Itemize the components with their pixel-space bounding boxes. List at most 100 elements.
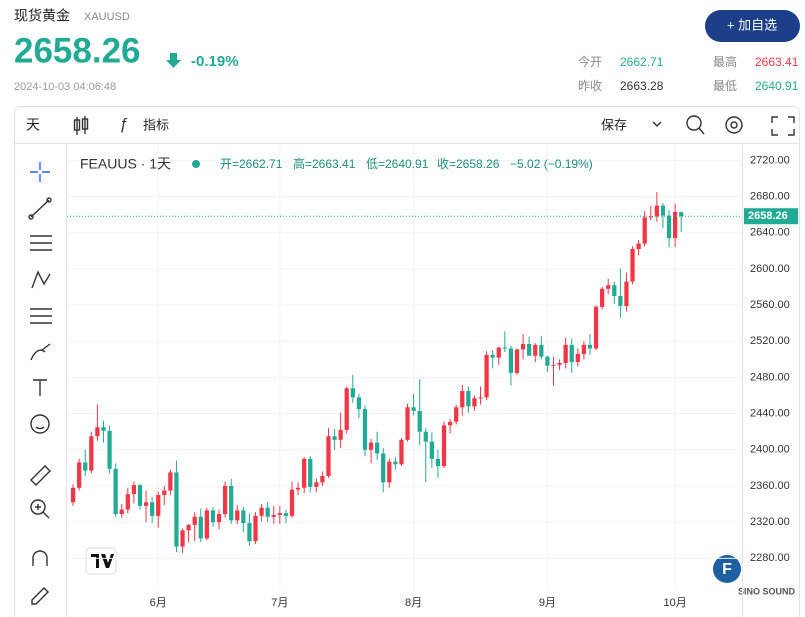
interval[interactable]: 天 [26,117,40,133]
candle-body [289,489,295,516]
save[interactable]: 保存 [601,117,627,132]
chevron[interactable] [652,121,662,127]
indicators[interactable]: 指标 [143,117,169,132]
candle-body [472,398,477,407]
candle-body [107,430,112,469]
candle-body [368,442,374,450]
x-tick-label: 6月 [150,597,167,609]
candle-body [624,281,629,306]
y-tick-label: 2320.00 [750,516,790,528]
candle-body [660,205,666,216]
candle-body [423,431,428,442]
plot: 2280.00 2320.00 2360.00 2400.00 2440.00 2480.… [67,145,798,617]
candle-body [557,362,562,365]
candle-body [575,353,580,363]
chart-panel [14,106,800,617]
candle-body [326,436,331,477]
fx-icon[interactable]: ƒ [119,116,128,133]
x-tick-label: 8月 [405,597,422,609]
tv-logo-mark [91,554,114,568]
watermark: SINO SOUND [738,586,796,596]
candle-icon[interactable] [73,116,89,135]
candle-body [612,285,617,297]
legend-title: FEAUUS · 1天 [80,156,171,172]
y-tick-label: 2280.00 [750,552,790,564]
candle-body [302,458,307,488]
candle-body [137,485,143,506]
candle-body [277,513,282,515]
candle-body [563,344,568,363]
add-button[interactable] [705,10,800,42]
stat-value: 2663.41 [755,55,799,69]
candle-body [393,461,398,465]
legend-item: 高=2663.41 [293,156,356,171]
candle-body [447,421,453,426]
candle-body [466,391,471,407]
fullscreen-icon[interactable] [771,116,795,136]
y-tick-label: 2360.00 [750,480,790,492]
candle-body [186,524,191,531]
candle-body [387,461,392,483]
candle-body [168,472,173,491]
candle-body [533,344,538,356]
candle-body [502,347,507,349]
candle-body [143,502,149,506]
candle-body [618,296,623,306]
candle-body [539,344,544,357]
candle-body [545,356,550,366]
candle-body [490,354,495,358]
candle-body [441,425,447,467]
candle-body [435,458,441,467]
stat-value: 2662.71 [620,55,664,69]
candle-body [411,407,416,411]
candle-body [569,344,574,363]
last-price-box [744,208,798,225]
candle-body [101,427,106,431]
candle-body [484,354,489,398]
candle-body [150,502,155,516]
candle-body [210,510,216,523]
search-icon[interactable] [686,115,705,135]
candle-body [265,507,270,517]
x-tick-label: 9月 [539,597,556,609]
candle-body [654,205,659,217]
candle-body [308,458,313,487]
candle-body [174,472,179,547]
drawing-tools[interactable] [28,162,52,605]
change: -0.19% [191,53,239,70]
candle-body [587,344,593,349]
candle-body [320,476,325,483]
candle-body [253,515,258,542]
candle-body [235,510,240,521]
candle-body [648,216,653,218]
candle-body [417,410,422,432]
candle-body [636,243,641,250]
candle-body [162,490,167,496]
candle-body [399,439,404,465]
candle-body [198,516,203,539]
down-arrow [166,53,181,68]
settings-icon[interactable] [725,116,743,134]
candle-body [514,349,520,373]
legend-item: 低=2640.91 [366,157,429,171]
candle-body [630,249,635,282]
y-tick-label: 2680.00 [750,190,790,202]
candle-body [508,348,514,373]
candle-body [362,409,368,450]
candle-body [271,514,276,517]
candle-body [679,212,684,217]
candle-body [125,494,130,510]
candle-body [77,462,82,488]
legend-item: −5.02 (−0.19%) [510,157,593,171]
candle-body [672,211,678,239]
candle-body [460,391,465,408]
candle-body [332,436,337,440]
y-tick-label: 2400.00 [750,444,790,456]
add-button-label[interactable]: + 加自选 [727,17,777,32]
candle-body [131,485,137,495]
candle-body [70,487,76,503]
stat-label: 最低 [713,79,737,93]
candle-body [527,343,532,356]
candle-body [642,217,647,244]
candle-body [429,441,434,459]
